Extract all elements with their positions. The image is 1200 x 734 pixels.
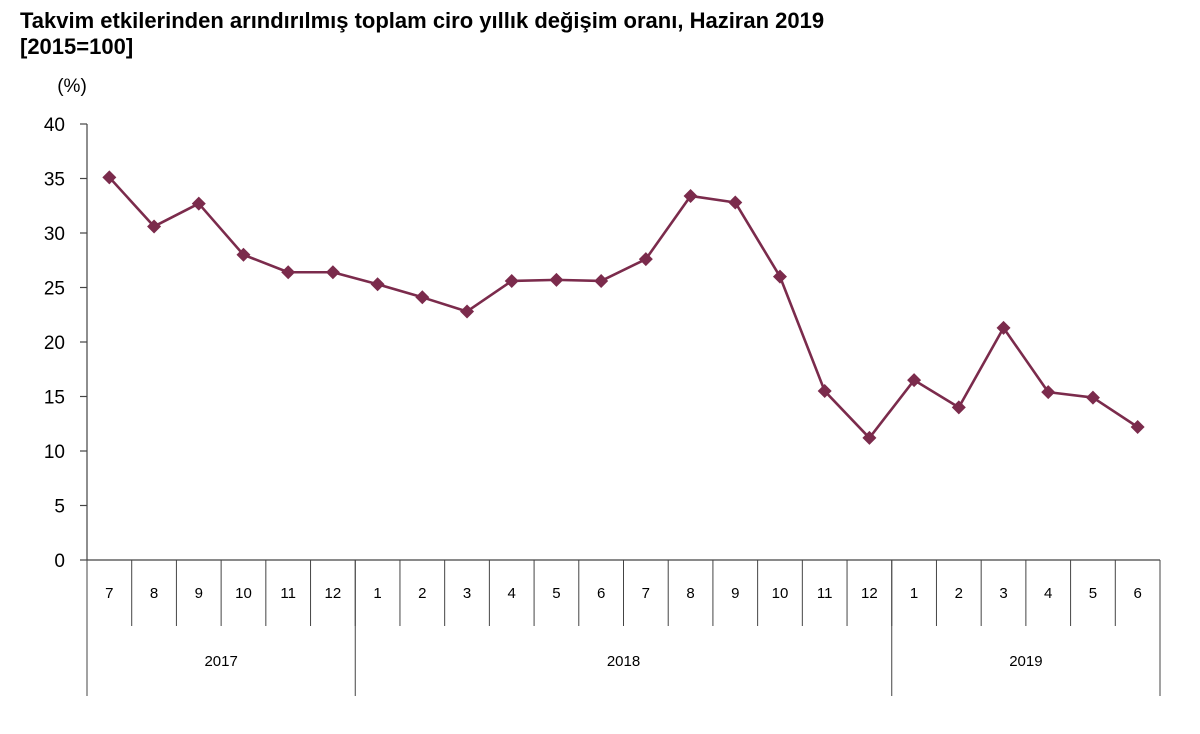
series-layer [102, 170, 1145, 445]
y-tick-label: 30 [44, 224, 65, 245]
data-point-marker [1041, 385, 1056, 400]
data-point-marker [1130, 420, 1145, 435]
chart-title-block: Takvim etkilerinden arındırılmış toplam … [20, 8, 824, 60]
x-tick-label-month: 12 [861, 585, 878, 602]
data-point-marker [102, 170, 117, 185]
x-tick-label-month: 7 [105, 585, 113, 602]
data-point-marker [460, 304, 475, 319]
x-year-label: 2018 [607, 653, 640, 670]
data-point-marker [683, 188, 698, 203]
y-tick-label: 25 [44, 279, 65, 300]
x-tick-label-month: 4 [1044, 585, 1052, 602]
data-point-marker [862, 430, 877, 445]
x-tick-label-month: 10 [772, 585, 789, 602]
series-line [108, 176, 1139, 440]
y-tick-label: 10 [44, 442, 65, 463]
data-point-marker [325, 265, 340, 280]
x-tick-label-month: 8 [150, 585, 158, 602]
y-tick-label: 40 [44, 115, 65, 136]
y-tick-label: 0 [54, 551, 65, 572]
x-tick-label-month: 9 [195, 585, 203, 602]
data-point-marker [370, 277, 385, 292]
data-point-marker [281, 265, 296, 280]
x-tick-label-month: 5 [552, 585, 560, 602]
x-tick-label-month: 4 [508, 585, 516, 602]
chart-title: Takvim etkilerinden arındırılmış toplam … [20, 8, 825, 33]
data-point-marker [549, 272, 564, 287]
x-year-label: 2019 [1009, 653, 1042, 670]
data-point-marker [594, 273, 609, 288]
chart-subtitle: [2015=100] [20, 34, 134, 59]
data-point-marker [415, 290, 430, 305]
x-tick-label-month: 6 [597, 585, 605, 602]
x-tick-label-month: 8 [686, 585, 694, 602]
data-point-marker [951, 400, 966, 415]
y-tick-label: 15 [44, 388, 65, 409]
x-tick-label-month: 2 [418, 585, 426, 602]
y-tick-label: 35 [44, 170, 65, 191]
y-axis-unit-label: (%) [57, 76, 87, 97]
data-point-marker [147, 219, 162, 234]
data-point-marker [191, 196, 206, 211]
data-point-marker [1085, 390, 1100, 405]
data-point-marker [996, 320, 1011, 335]
x-tick-label-month: 3 [463, 585, 471, 602]
x-year-label: 2017 [204, 653, 237, 670]
x-tick-label-month: 5 [1089, 585, 1097, 602]
data-point-marker [772, 269, 787, 284]
x-tick-label-month: 11 [280, 585, 296, 602]
x-tick-label-month: 11 [817, 585, 833, 602]
x-tick-label-month: 6 [1133, 585, 1141, 602]
data-point-marker [817, 384, 832, 399]
data-point-marker [638, 252, 653, 267]
x-tick-label-month: 3 [999, 585, 1007, 602]
x-tick-label-month: 12 [325, 585, 342, 602]
x-tick-label-month: 9 [731, 585, 739, 602]
x-tick-label-month: 2 [955, 585, 963, 602]
data-point-marker [236, 247, 251, 262]
x-tick-label-month: 7 [642, 585, 650, 602]
data-point-marker [728, 195, 743, 210]
data-point-marker [907, 373, 922, 388]
x-tick-label-month: 1 [373, 585, 381, 602]
y-tick-label: 5 [54, 497, 65, 518]
y-tick-label: 20 [44, 333, 65, 354]
data-point-marker [504, 273, 519, 288]
x-tick-label-month: 10 [235, 585, 252, 602]
x-tick-label-month: 1 [910, 585, 918, 602]
